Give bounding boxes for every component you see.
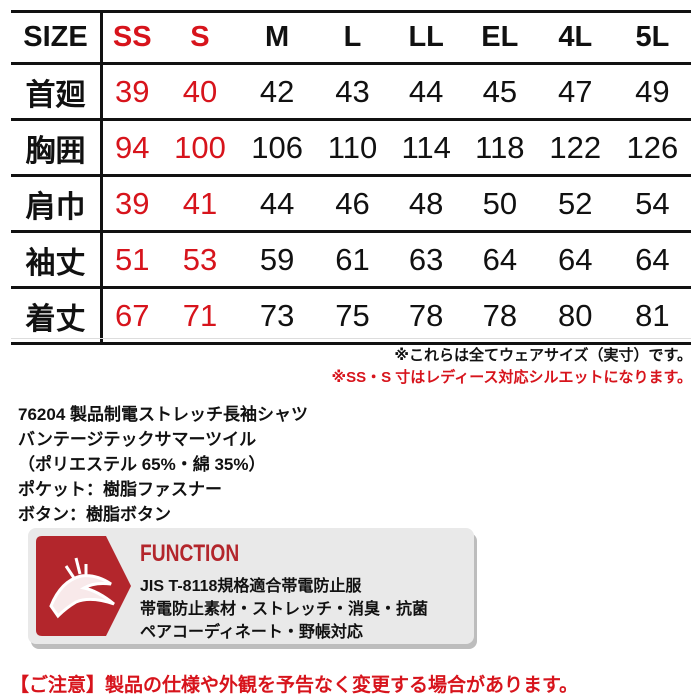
spec-pocket: ポケット：樹脂ファスナー [18, 480, 222, 499]
note-ladies: ※SS・S 寸はレディース対応シルエットになります。 [331, 369, 692, 386]
spec-fabric: バンテージテックサマーツイル [18, 430, 257, 449]
cell-value: 48 [389, 174, 463, 232]
cell-value: 122 [536, 118, 614, 176]
cell-value: 94 [101, 118, 162, 176]
cell-value: 118 [463, 118, 537, 176]
size-4l: 4L [536, 10, 614, 65]
table-row: 着丈 67 71 73 75 78 78 80 81 [11, 286, 691, 345]
size-ss: SS [101, 10, 162, 65]
cell-value: 81 [613, 286, 691, 345]
table-row: 袖丈 51 53 59 61 63 64 64 64 [11, 230, 691, 288]
cell-value: 46 [315, 174, 390, 232]
cell-value: 114 [389, 118, 463, 176]
dragon-icon [36, 536, 131, 636]
cell-value: 54 [613, 174, 691, 232]
spec-composition: （ポリエステル 65%・綿 35%） [18, 455, 266, 474]
size-s: S [161, 10, 239, 65]
cell-value: 64 [536, 230, 614, 288]
cell-value: 75 [315, 286, 390, 345]
cell-value: 42 [238, 62, 316, 120]
table-row: 首廻 39 40 42 43 44 45 47 49 [11, 62, 691, 120]
function-line: 帯電防止素材・ストレッチ・消臭・抗菌 [140, 601, 429, 618]
cell-value: 73 [238, 286, 316, 345]
cell-value: 59 [238, 230, 316, 288]
function-line: ペアコーディネート・野帳対応 [140, 624, 363, 641]
cell-value: 64 [463, 230, 537, 288]
cell-value: 39 [101, 62, 162, 120]
cell-value: 67 [101, 286, 162, 345]
row-label: 胸囲 [11, 118, 103, 176]
row-label: 袖丈 [11, 230, 103, 288]
cell-value: 45 [463, 62, 537, 120]
cell-value: 47 [536, 62, 614, 120]
row-label: 首廻 [11, 62, 103, 120]
spec-button: ボタン：樹脂ボタン [18, 505, 171, 524]
function-line: JIS T-8118規格適合帯電防止服 [140, 578, 362, 595]
size-m: M [238, 10, 316, 65]
note-actual-size: ※これらは全てウェアサイズ（実寸）です。 [394, 347, 692, 364]
cell-value: 41 [161, 174, 239, 232]
caution-text: 【ご注意】製品の仕様や外観を予告なく変更する場合があります。 [10, 675, 579, 696]
cell-value: 80 [536, 286, 614, 345]
cell-value: 53 [161, 230, 239, 288]
cell-value: 50 [463, 174, 537, 232]
cell-value: 44 [238, 174, 316, 232]
cell-value: 39 [101, 174, 162, 232]
cell-value: 106 [238, 118, 316, 176]
cell-value: 52 [536, 174, 614, 232]
cell-value: 71 [161, 286, 239, 345]
function-title: FUNCTION [140, 540, 240, 567]
size-ll: LL [389, 10, 463, 65]
cell-value: 64 [613, 230, 691, 288]
size-l: L [315, 10, 390, 65]
cell-value: 78 [389, 286, 463, 345]
cell-value: 51 [101, 230, 162, 288]
size-header: SIZE [11, 10, 103, 65]
spec-product: 76204 製品制電ストレッチ長袖シャツ [18, 405, 308, 424]
cell-value: 61 [315, 230, 390, 288]
size-el: EL [463, 10, 537, 65]
cell-value: 63 [389, 230, 463, 288]
cell-value: 40 [161, 62, 239, 120]
size-table: SIZE SS S M L LL EL 4L 5L 首廻 39 40 42 43 44 45… [11, 10, 691, 345]
cell-value: 110 [315, 118, 390, 176]
cell-value: 78 [463, 286, 537, 345]
table-row: 肩巾 39 41 44 46 48 50 52 54 [11, 174, 691, 232]
divider [11, 338, 691, 339]
cell-value: 44 [389, 62, 463, 120]
row-label: 着丈 [11, 286, 103, 345]
header-row: SIZE SS S M L LL EL 4L 5L [11, 10, 691, 65]
cell-value: 43 [315, 62, 390, 120]
cell-value: 100 [161, 118, 239, 176]
cell-value: 49 [613, 62, 691, 120]
function-box: FUNCTION JIS T-8118規格適合帯電防止服 帯電防止素材・ストレッ… [28, 528, 474, 644]
table-row: 胸囲 94 100 106 110 114 118 122 126 [11, 118, 691, 176]
cell-value: 126 [613, 118, 691, 176]
size-5l: 5L [613, 10, 691, 65]
row-label: 肩巾 [11, 174, 103, 232]
